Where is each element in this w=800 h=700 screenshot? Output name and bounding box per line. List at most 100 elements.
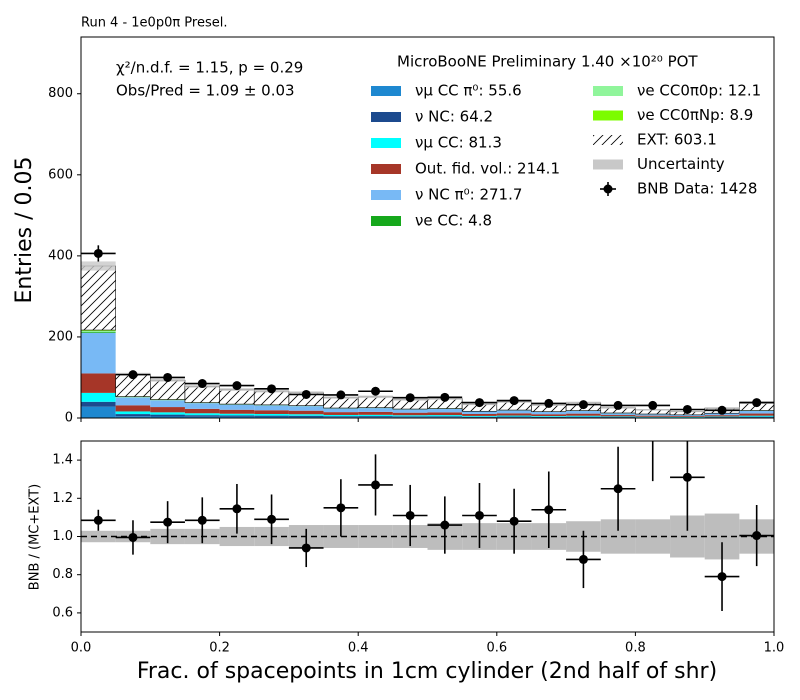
annotation: χ²/n.d.f. = 1.15, p = 0.29 [116, 59, 303, 77]
data-point [717, 405, 727, 415]
legend-swatch [593, 110, 623, 121]
stack-bar [81, 392, 116, 402]
x-tick-label: 0.4 [348, 641, 369, 656]
stack-bar [358, 408, 393, 412]
data-point [93, 248, 103, 258]
data-point [474, 398, 484, 408]
stack-bar [358, 416, 393, 418]
ratio-plot-area [81, 441, 774, 611]
legend-label: Out. fid. vol.: 214.1 [415, 160, 560, 178]
stack-bar [704, 416, 740, 418]
stack-bar [323, 416, 359, 418]
ratio-point [440, 520, 450, 530]
data-point [163, 372, 173, 382]
ratio-point [267, 514, 277, 524]
ratio-y-tick-label: 0.6 [52, 605, 73, 620]
ratio-y-axis-label: BNB / (MC+EXT) [28, 484, 43, 590]
stack-bar [566, 413, 601, 416]
y-tick-label: 400 [48, 248, 73, 263]
stack-bar [150, 414, 185, 417]
data-point [405, 393, 415, 403]
legend-swatch [593, 135, 623, 145]
data-point [648, 400, 658, 410]
stack-bar [288, 414, 324, 416]
ratio-y-tick-label: 1.2 [52, 491, 73, 506]
data-point [578, 400, 588, 410]
stack-bar [81, 401, 116, 407]
legend-title: MicroBooNE Preliminary 1.40 ×10²⁰ POT [397, 53, 698, 71]
ratio-point [544, 505, 554, 515]
data-point [544, 398, 554, 408]
top-plot-area [81, 245, 774, 418]
legend-marker [603, 184, 613, 194]
legend-label: ν NC π⁰: 271.7 [415, 186, 522, 204]
data-point [336, 390, 346, 400]
legend-label: Uncertainty [637, 155, 725, 173]
ratio-point [128, 532, 138, 542]
stack-bar [115, 416, 151, 418]
stack-bar [254, 413, 289, 416]
stack-bar [739, 416, 774, 418]
stack-bar [219, 409, 255, 414]
data-point [682, 404, 692, 414]
legend-label: BNB Data: 1428 [637, 180, 757, 198]
stack-bar [531, 414, 567, 417]
stack-bar [150, 400, 185, 408]
stack-bar [115, 397, 151, 406]
stack-bar [600, 416, 636, 418]
ratio-point [197, 515, 207, 525]
stack-bar [150, 416, 185, 418]
stack-bar [566, 410, 601, 414]
stack-bar [115, 405, 151, 412]
stack-bar [566, 416, 601, 418]
stack-bar [739, 415, 774, 417]
y-tick-label: 800 [48, 86, 73, 101]
legend-label: EXT: 603.1 [637, 131, 717, 149]
data-point [371, 386, 381, 396]
legend-label: νμ CC: 81.3 [415, 134, 502, 152]
stack-bar [150, 379, 186, 400]
stack-bar [323, 408, 359, 413]
stack-bar [219, 404, 255, 410]
data-point [267, 384, 277, 394]
stack-bar [254, 405, 289, 411]
y-tick-label: 600 [48, 167, 73, 182]
x-tick-label: 1.0 [764, 641, 785, 656]
ratio-point [717, 572, 727, 582]
stack-bar [254, 416, 289, 418]
legend-label: νe CC0πNp: 8.9 [637, 106, 753, 124]
y-tick-label: 200 [48, 329, 73, 344]
ratio-point [232, 504, 242, 514]
ratio-point [93, 515, 103, 525]
legend-swatch [371, 112, 401, 122]
stack-bar [531, 411, 567, 415]
overlay: 0 200 400 600 800 νμ CC π⁰: 55.6 ν NC: 64.2 νμ … [48, 82, 784, 656]
ratio-point [163, 517, 173, 527]
stack-bar [358, 411, 393, 415]
ratio-point [752, 531, 762, 541]
stack-bar [184, 416, 220, 418]
legend-label: νμ CC π⁰: 55.6 [415, 82, 522, 100]
stack-bar [670, 416, 705, 418]
stack-bar [462, 413, 497, 416]
uncertainty-band [358, 395, 393, 399]
stack-bar [427, 408, 463, 413]
top-axes-frame [80, 36, 775, 419]
stack-bar [635, 415, 671, 417]
data-point [232, 381, 242, 391]
ratio-point [578, 554, 588, 564]
stack-bar [81, 330, 116, 331]
stack-bar [81, 332, 116, 333]
stack-bar [670, 414, 705, 417]
stack-bar [219, 413, 255, 416]
legend-swatch [371, 86, 401, 96]
stack-bar [531, 416, 567, 418]
data-point [752, 398, 762, 408]
stack-bar [600, 417, 636, 418]
stack-bar [288, 416, 324, 418]
data-point [197, 379, 207, 389]
stack-bar [81, 332, 116, 374]
stack-bar [254, 410, 289, 414]
